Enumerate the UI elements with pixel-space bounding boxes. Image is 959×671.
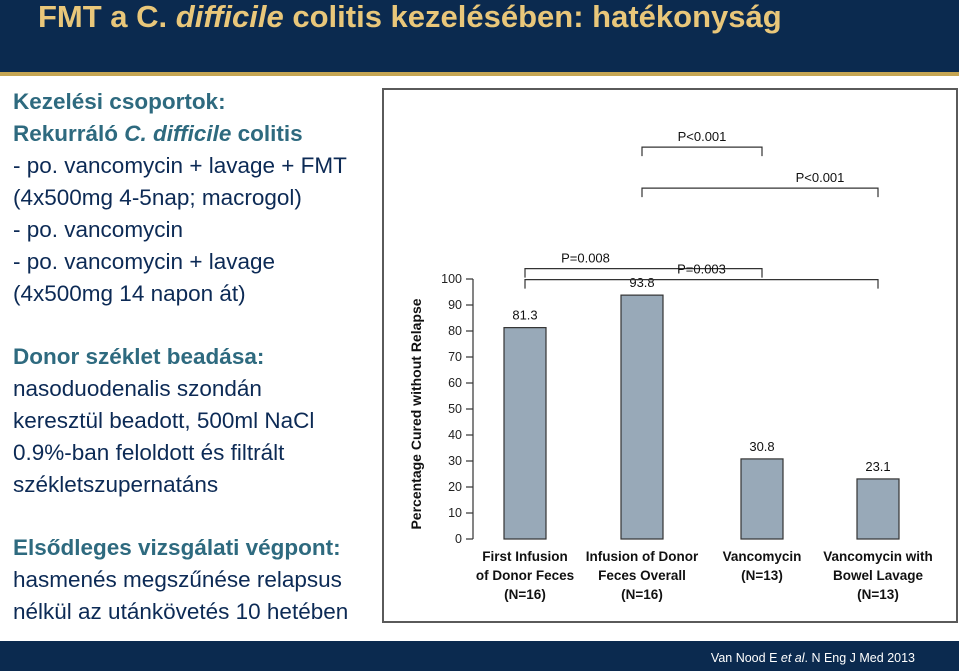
x-category-label: (N=16): [504, 587, 546, 602]
bar-value-label: 93.8: [629, 275, 654, 290]
endpoint-heading: Elsődleges vizsgálati végpont:: [13, 535, 341, 560]
x-category-label: Feces Overall: [598, 568, 686, 583]
groups-heading: Kezelési csoportok:: [13, 89, 226, 114]
donor-line-2: keresztül beadott, 500ml NaCl: [13, 408, 315, 433]
x-category-label: of Donor Feces: [476, 568, 574, 583]
y-tick-label: 70: [448, 350, 462, 364]
x-category-label: Vancomycin with: [823, 549, 933, 564]
y-tick-label: 40: [448, 428, 462, 442]
x-category-label: First Infusion: [482, 549, 568, 564]
bar: [620, 294, 664, 540]
donor-line-3: 0.9%-ban feloldott és filtrált: [13, 440, 285, 465]
donor-heading: Donor széklet beadása:: [13, 344, 265, 369]
x-category-label: Infusion of Donor: [586, 549, 699, 564]
group-line-4: - po. vancomycin + lavage: [13, 249, 276, 274]
y-tick-label: 0: [455, 532, 462, 546]
group-line-2: (4x500mg 4-5nap; macrogol): [13, 185, 302, 210]
donor-line-1: nasoduodenalis szondán: [13, 376, 262, 401]
chart-panel: 0 10 20 30 40 50 60 70 80 90 100 Percentage Cured w…: [382, 88, 958, 623]
bar: [740, 458, 784, 540]
significance-bracket: [641, 187, 879, 198]
title-text-a: FMT a C.: [38, 0, 176, 34]
citation: Van Nood E et al. N Eng J Med 2013: [711, 651, 915, 665]
group-line-3: - po. vancomycin: [13, 217, 184, 242]
bar-value-label: 81.3: [512, 308, 537, 323]
significance-bracket: [524, 279, 879, 289]
title-bar: FMT a C. difficile colitis kezelésében: …: [0, 0, 959, 72]
bar-value-label: 23.1: [865, 459, 890, 474]
citation-text-italic: et al: [780, 651, 805, 665]
x-category-label: (N=16): [621, 587, 663, 602]
bar-value-label: 30.8: [749, 439, 774, 454]
x-category-label: (N=13): [857, 587, 899, 602]
p-value-label: P<0.001: [678, 129, 727, 144]
title-text-b: colitis kezelésében: hatékonyság: [283, 0, 782, 34]
y-tick-label: 10: [448, 506, 462, 520]
p-value-label: P<0.001: [796, 170, 845, 185]
citation-text-c: . N Eng J Med 2013: [804, 651, 915, 665]
group-line-1: - po. vancomycin + lavage + FMT: [13, 153, 347, 178]
bar: [856, 478, 900, 540]
y-tick-label: 60: [448, 376, 462, 390]
significance-bracket: [641, 146, 763, 157]
groups-subheading: Rekurráló C. difficile colitis: [13, 118, 383, 150]
bar: [503, 327, 547, 540]
left-text-panel: Kezelési csoportok: Rekurráló C. diffici…: [13, 86, 383, 628]
y-tick-label: 90: [448, 298, 462, 312]
footer-bar: [0, 641, 959, 671]
citation-text-a: Van Nood E: [710, 651, 781, 665]
bar-chart: 0 10 20 30 40 50 60 70 80 90 100 Percentage Cured w…: [408, 129, 933, 602]
y-tick-label: 20: [448, 480, 462, 494]
accent-stripe: [0, 72, 959, 76]
x-category-label: Vancomycin: [723, 549, 802, 564]
significance-bracket: [524, 268, 763, 278]
donor-line-4: székletszupernatáns: [13, 472, 219, 497]
y-axis-label: Percentage Cured without Relapse: [408, 298, 424, 529]
slide-title: FMT a C. difficile colitis kezelésében: …: [38, 0, 782, 34]
subheading-text-italic: C. difficile: [124, 121, 232, 146]
x-category-label: Bowel Lavage: [833, 568, 924, 583]
y-tick-label: 30: [448, 454, 462, 468]
subheading-text-a: Rekurráló: [13, 121, 125, 146]
endpoint-line-1: hasmenés megszűnése relapsus: [13, 567, 342, 592]
p-value-label: P=0.008: [561, 251, 610, 266]
title-text-italic: difficile: [175, 0, 284, 34]
group-line-5: (4x500mg 14 napon át): [13, 281, 246, 306]
endpoint-line-2: nélkül az utánkövetés 10 hetében: [13, 599, 349, 624]
subheading-text-c: colitis: [231, 121, 303, 146]
y-tick-label: 50: [448, 402, 462, 416]
p-value-label: P=0.003: [677, 262, 726, 277]
y-tick-label: 80: [448, 324, 462, 338]
x-category-label: (N=13): [741, 568, 783, 583]
y-tick-label: 100: [441, 272, 462, 286]
